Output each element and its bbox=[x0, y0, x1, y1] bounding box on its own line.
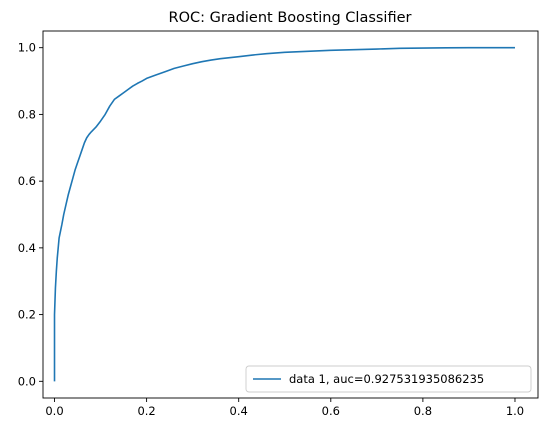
x-tick-label: 0.4 bbox=[230, 404, 248, 418]
x-tick-label: 0.8 bbox=[414, 404, 432, 418]
y-tick-label: 0.8 bbox=[18, 107, 36, 121]
x-tick-label: 0.6 bbox=[322, 404, 340, 418]
y-tick-label: 0.0 bbox=[18, 374, 36, 388]
legend-box bbox=[245, 365, 532, 393]
x-tick-label: 0.0 bbox=[45, 404, 63, 418]
roc-curve-line bbox=[53, 46, 515, 382]
chart-title: ROC: Gradient Boosting Classifier bbox=[169, 10, 412, 26]
legend-label: data 1, auc=0.927531935086235 bbox=[289, 372, 484, 386]
axes-frame bbox=[42, 30, 539, 399]
y-tick-label: 0.6 bbox=[18, 174, 36, 188]
y-tick-label: 1.0 bbox=[18, 41, 36, 55]
y-tick-label: 0.4 bbox=[18, 241, 36, 255]
y-tick-label: 0.2 bbox=[18, 308, 36, 322]
plot-area: 0.0 0.2 0.4 0.6 0.8 1.0 0.0 0.2 0.4 0.6 0.8 1.0 data… bbox=[18, 30, 539, 418]
x-tick-label: 1.0 bbox=[506, 404, 524, 418]
x-tick-label: 0.2 bbox=[137, 404, 155, 418]
